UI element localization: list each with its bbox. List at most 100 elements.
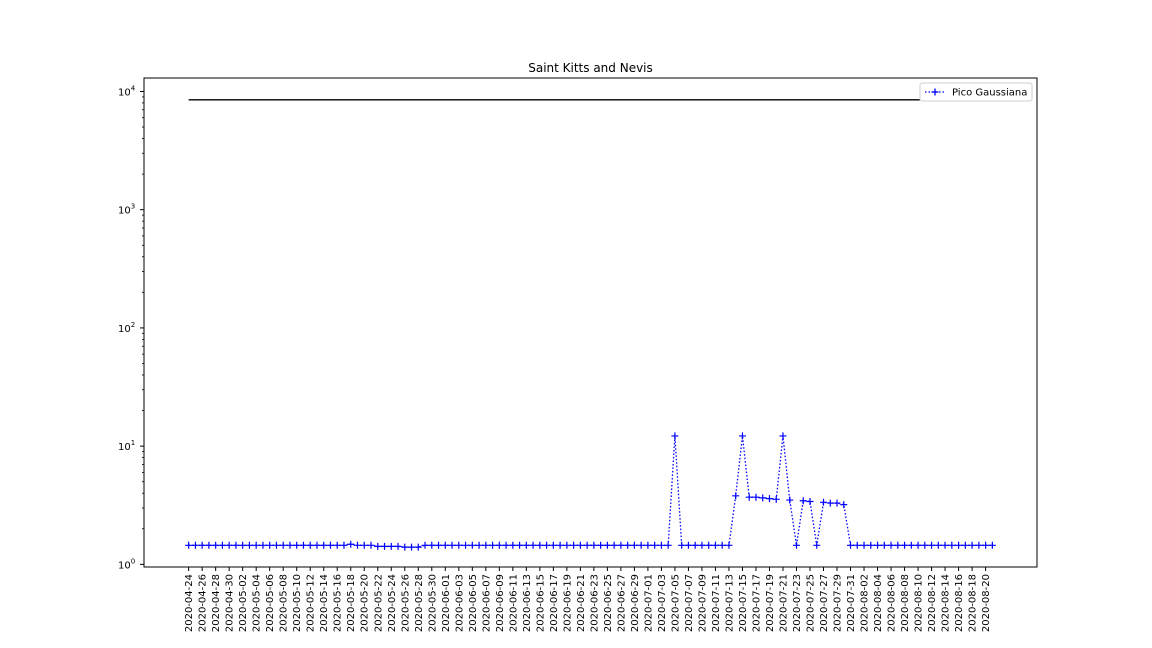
data-point-marker	[286, 541, 294, 549]
data-point-marker	[968, 541, 976, 549]
data-point-marker	[502, 541, 510, 549]
data-point-marker	[867, 541, 875, 549]
x-tick-label: 2020-08-08	[900, 574, 911, 632]
data-point-marker	[826, 499, 834, 507]
y-tick-label: 103	[118, 203, 135, 217]
x-tick-label: 2020-04-28	[211, 574, 222, 632]
data-point-marker	[245, 541, 253, 549]
data-point-marker	[792, 541, 800, 549]
data-point-marker	[191, 541, 199, 549]
data-point-marker	[928, 541, 936, 549]
x-tick-label: 2020-08-04	[873, 574, 884, 632]
data-point-marker	[401, 543, 409, 551]
x-tick-label: 2020-06-29	[630, 574, 641, 632]
data-point-marker	[516, 541, 524, 549]
data-point-marker	[806, 498, 814, 506]
data-point-marker	[921, 541, 929, 549]
data-point-marker	[239, 541, 247, 549]
x-tick-label: 2020-07-13	[724, 574, 735, 632]
data-point-marker	[563, 541, 571, 549]
data-point-marker	[880, 541, 888, 549]
data-point-marker	[718, 541, 726, 549]
x-tick-label: 2020-06-05	[468, 574, 479, 632]
data-point-marker	[941, 541, 949, 549]
data-point-marker	[381, 542, 389, 550]
data-point-marker	[374, 542, 382, 550]
x-tick-label: 2020-08-10	[914, 574, 925, 632]
x-tick-label: 2020-07-05	[670, 574, 681, 632]
data-point-marker	[360, 541, 368, 549]
data-point-marker	[448, 541, 456, 549]
data-point-marker	[353, 541, 361, 549]
data-point-marker	[198, 541, 206, 549]
x-tick-label: 2020-05-16	[333, 574, 344, 632]
data-point-marker	[772, 495, 780, 503]
x-tick-label: 2020-06-07	[481, 574, 492, 632]
data-point-marker	[738, 432, 746, 440]
x-tick-label: 2020-05-30	[427, 574, 438, 632]
data-point-marker	[624, 541, 632, 549]
plot-area-frame	[143, 77, 1038, 568]
data-point-marker	[765, 495, 773, 503]
data-point-marker	[266, 541, 274, 549]
x-tick-label: 2020-05-12	[306, 574, 317, 632]
x-tick-label: 2020-07-19	[765, 574, 776, 632]
data-point-marker	[320, 541, 328, 549]
data-point-marker	[907, 541, 915, 549]
data-point-marker	[543, 541, 551, 549]
data-point-marker	[799, 497, 807, 505]
data-point-marker	[279, 541, 287, 549]
data-point-marker	[698, 541, 706, 549]
data-point-marker	[603, 541, 611, 549]
data-point-marker	[428, 541, 436, 549]
data-point-marker	[786, 496, 794, 504]
data-point-marker	[657, 541, 665, 549]
data-point-marker	[570, 541, 578, 549]
x-tick-label: 2020-06-03	[454, 574, 465, 632]
data-point-marker	[610, 541, 618, 549]
x-tick-label: 2020-05-06	[265, 574, 276, 632]
data-point-marker	[462, 541, 470, 549]
data-point-marker	[583, 541, 591, 549]
x-tick-label: 2020-06-01	[441, 574, 452, 632]
x-tick-label: 2020-08-12	[927, 574, 938, 632]
legend: Pico Gaussiana	[919, 82, 1033, 102]
series-layer	[185, 432, 996, 551]
data-point-marker	[833, 499, 841, 507]
data-point-marker	[813, 541, 821, 549]
data-point-marker	[779, 432, 787, 440]
x-tick-label: 2020-07-31	[846, 574, 857, 632]
data-point-marker	[961, 541, 969, 549]
x-tick-label: 2020-08-18	[968, 574, 979, 632]
data-point-marker	[468, 541, 476, 549]
data-point-marker	[711, 541, 719, 549]
data-point-marker	[948, 541, 956, 549]
data-point-marker	[934, 541, 942, 549]
data-point-marker	[759, 494, 767, 502]
data-point-marker	[982, 541, 990, 549]
data-point-marker	[367, 541, 375, 549]
x-axis: 2020-04-24 2020-04-26 2020-04-28 2020-04-30…	[184, 567, 992, 632]
x-tick-label: 2020-07-27	[819, 574, 830, 632]
y-tick-label: 104	[118, 84, 136, 98]
data-point-marker	[205, 541, 213, 549]
data-point-marker	[955, 541, 963, 549]
data-point-marker	[914, 541, 922, 549]
legend-series-label: Pico Gaussiana	[952, 88, 1027, 99]
data-point-marker	[313, 541, 321, 549]
y-tick-label: 101	[118, 439, 135, 453]
x-tick-label: 2020-05-04	[252, 574, 263, 632]
data-point-marker	[651, 541, 659, 549]
data-point-marker	[536, 541, 544, 549]
data-point-marker	[820, 498, 828, 506]
x-tick-label: 2020-06-27	[616, 574, 627, 632]
data-point-marker	[860, 541, 868, 549]
x-tick-label: 2020-05-14	[319, 574, 330, 632]
data-point-marker	[705, 541, 713, 549]
x-tick-label: 2020-06-13	[522, 574, 533, 632]
data-point-marker	[421, 541, 429, 549]
data-point-marker	[671, 432, 679, 440]
data-point-marker	[435, 541, 443, 549]
data-point-marker	[745, 493, 753, 501]
